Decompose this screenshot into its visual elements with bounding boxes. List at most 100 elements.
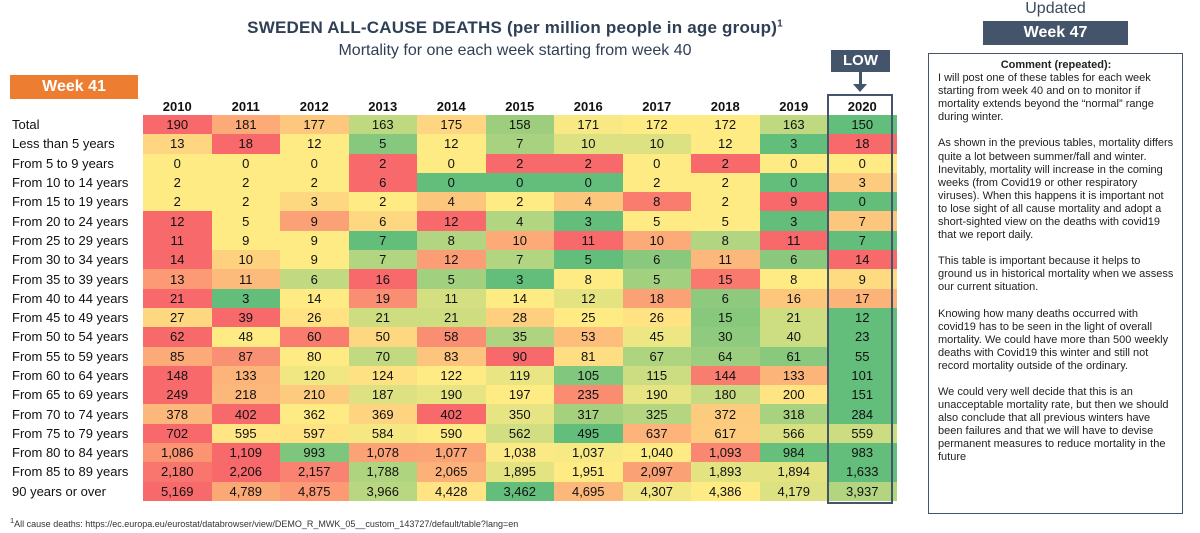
table-row: From 60 to 64 years 148 133 120 124 122 119 105…: [10, 365, 897, 386]
heatmap-cell: 122: [417, 365, 486, 386]
heatmap-cell: 2,157: [280, 462, 349, 482]
heatmap-cell: 0: [554, 172, 623, 193]
row-label: From 25 to 29 years: [10, 230, 143, 251]
heatmap-cell: 8: [622, 192, 691, 212]
heatmap-cell: 90: [485, 346, 554, 366]
heatmap-cell: 150: [828, 115, 897, 135]
heatmap-cell: 0: [759, 153, 828, 173]
heatmap-cell: 64: [691, 346, 760, 366]
heatmap-cell: 562: [485, 423, 554, 444]
comment-paragraph: We could very well decide that this is a…: [938, 385, 1169, 464]
heatmap-cell: 584: [348, 423, 417, 444]
heatmap-cell: 60: [280, 327, 349, 347]
heatmap-cell: 702: [143, 423, 212, 444]
heatmap-cell: 12: [417, 134, 486, 154]
heatmap-cell: 0: [417, 153, 486, 173]
heatmap-cell: 7: [485, 250, 554, 270]
heatmap-cell: 18: [828, 134, 897, 154]
row-label: From 70 to 74 years: [10, 404, 143, 424]
heatmap-cell: 190: [622, 385, 691, 405]
heatmap-cell: 26: [622, 307, 691, 328]
heatmap-cell: 3: [759, 134, 828, 154]
table-row: From 50 to 54 years 62 48 60 50 58 35 53 45 30 40 2…: [10, 327, 897, 347]
heatmap-cell: 14: [143, 250, 212, 270]
heatmap-cell: 4,695: [554, 481, 623, 501]
heatmap-cell: 21: [759, 307, 828, 328]
row-label: From 40 to 44 years: [10, 288, 143, 308]
heatmap-cell: 5: [554, 250, 623, 270]
heatmap-cell: 14: [828, 250, 897, 270]
heatmap-cell: 2: [622, 172, 691, 193]
row-label: From 20 to 24 years: [10, 211, 143, 231]
heatmap-cell: 200: [759, 385, 828, 405]
table-row: Total 190 181 177 163 175 158 171 172 172 163 150: [10, 115, 897, 135]
heatmap-cell: 2,180: [143, 462, 212, 482]
heatmap-cell: 284: [828, 404, 897, 424]
heatmap-cell: 48: [211, 327, 280, 347]
heatmap-cell: 595: [211, 423, 280, 444]
heatmap-cell: 177: [280, 115, 349, 135]
heatmap-cell: 11: [691, 250, 760, 270]
heatmap-cell: 1,109: [211, 443, 280, 463]
heatmap-cell: 2: [691, 153, 760, 173]
heatmap-cell: 369: [348, 404, 417, 424]
table-row: From 40 to 44 years 21 3 14 19 11 14 12 18 6 16 17: [10, 288, 897, 308]
table-row: From 25 to 29 years 11 9 9 7 8 10 11 10 8 11 7: [10, 230, 897, 251]
heatmap-cell: 0: [280, 153, 349, 173]
heatmap-cell: 10: [485, 230, 554, 251]
row-label: From 55 to 59 years: [10, 346, 143, 366]
heatmap-cell: 3: [280, 192, 349, 212]
heatmap-cell: 5: [348, 134, 417, 154]
heatmap-cell: 15: [691, 269, 760, 289]
heatmap-cell: 70: [348, 346, 417, 366]
table-row: From 85 to 89 years 2,180 2,206 2,157 1,788 2…: [10, 462, 897, 482]
heatmap-cell: 3,966: [348, 481, 417, 501]
heatmap-cell: 3: [828, 172, 897, 193]
heatmap-cell: 28: [485, 307, 554, 328]
row-label: From 30 to 34 years: [10, 250, 143, 270]
heatmap-cell: 4,179: [759, 481, 828, 501]
heatmap-cell: 14: [485, 288, 554, 308]
heatmap-cell: 318: [759, 404, 828, 424]
row-label: From 75 to 79 years: [10, 423, 143, 444]
heatmap-cell: 120: [280, 365, 349, 386]
heatmap-cell: 559: [828, 423, 897, 444]
heatmap-cell: 7: [348, 250, 417, 270]
heatmap-cell: 637: [622, 423, 691, 444]
table-row: From 5 to 9 years 0 0 0 2 0 2 2 0 2 0 0: [10, 153, 897, 173]
heatmap-cell: 0: [417, 172, 486, 193]
heatmap-cell: 5: [211, 211, 280, 231]
comment-paragraph: I will post one of these tables for each…: [938, 72, 1154, 124]
heatmap-cell: 12: [417, 211, 486, 231]
row-label: From 65 to 69 years: [10, 385, 143, 405]
heatmap-cell: 4,307: [622, 481, 691, 501]
heatmap-cell: 7: [348, 230, 417, 251]
heatmap-cell: 2: [143, 172, 212, 193]
heatmap-cell: 4: [485, 211, 554, 231]
heatmap-cell: 597: [280, 423, 349, 444]
table-row: From 15 to 19 years 2 2 3 2 4 2 4 8 2 9 0: [10, 192, 897, 212]
table-row: 90 years or over 5,169 4,789 4,875 3,966 4,42…: [10, 481, 897, 501]
column-header-2020: 2020: [847, 99, 877, 114]
heatmap-cell: 45: [622, 327, 691, 347]
heatmap-cell: 2: [485, 192, 554, 212]
heatmap-cell: 12: [280, 134, 349, 154]
column-header-2012: 2012: [299, 99, 329, 114]
heatmap-cell: 4,428: [417, 481, 486, 501]
heatmap-cell: 8: [691, 230, 760, 251]
heatmap-cell: 495: [554, 423, 623, 444]
heatmap-cell: 5: [622, 211, 691, 231]
heatmap-cell: 62: [143, 327, 212, 347]
heatmap-cell: 171: [554, 115, 623, 135]
heatmap-cell: 1,038: [485, 443, 554, 463]
heatmap-cell: 9: [280, 250, 349, 270]
heatmap-cell: 4: [417, 192, 486, 212]
heatmap-cell: 1,633: [828, 462, 897, 482]
heatmap-cell: 7: [485, 134, 554, 154]
heatmap-cell: 13: [143, 134, 212, 154]
row-label: From 50 to 54 years: [10, 327, 143, 347]
row-label: From 15 to 19 years: [10, 192, 143, 212]
heatmap-cell: 2: [348, 192, 417, 212]
heatmap-cell: 144: [691, 365, 760, 386]
heatmap-cell: 6: [348, 172, 417, 193]
